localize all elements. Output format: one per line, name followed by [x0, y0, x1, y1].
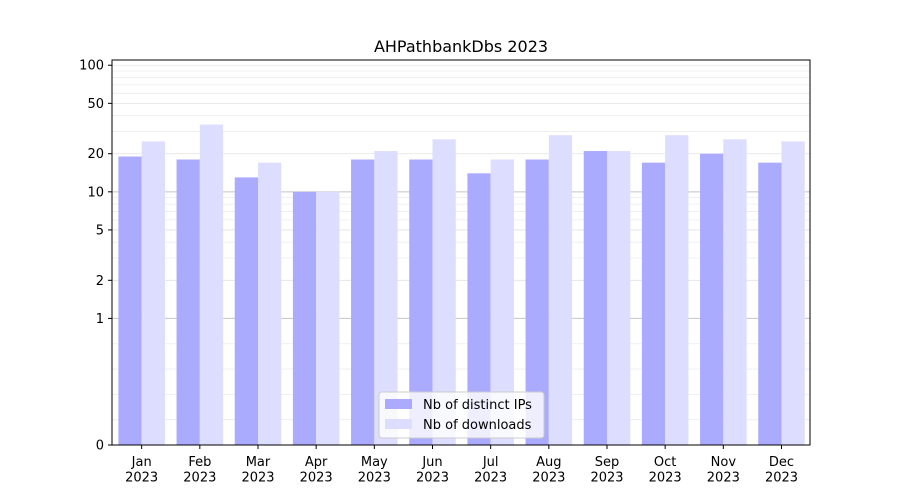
- plot-frame: [111, 59, 811, 446]
- x-tick-label: 2023: [649, 471, 682, 486]
- bar-distinct-ips: [583, 151, 607, 445]
- x-tick-label: 2023: [241, 471, 274, 486]
- bar-distinct-ips: [641, 162, 666, 445]
- y-tick-label: 2: [96, 274, 104, 289]
- chart-title: AHPathbankDbs 2023: [374, 37, 548, 56]
- y-tick-label: 20: [87, 147, 104, 162]
- bar-distinct-ips: [118, 156, 142, 446]
- bar-downloads: [141, 141, 165, 445]
- x-tick-label: 2023: [474, 471, 507, 486]
- x-tick-label: Dec: [769, 455, 794, 470]
- bar-downloads: [199, 124, 224, 445]
- bars: [118, 124, 805, 446]
- bar-distinct-ips: [351, 159, 375, 445]
- x-tick-label: 2023: [765, 471, 798, 486]
- bar-downloads: [374, 151, 398, 445]
- y-tick-label: 0: [96, 439, 104, 454]
- legend-swatch: [385, 419, 412, 429]
- bar-downloads: [316, 191, 340, 445]
- x-tick-label: Apr: [305, 455, 328, 470]
- x-tick-label: Jan: [131, 455, 152, 470]
- x-tick-label: 2023: [532, 471, 565, 486]
- x-tick-label: Feb: [188, 455, 211, 470]
- grid: [112, 64, 810, 421]
- y-tick-label: 100: [79, 59, 104, 74]
- bar-downloads: [606, 151, 631, 445]
- x-tick-label: 2023: [183, 471, 216, 486]
- y-tick-label: 5: [96, 223, 104, 238]
- bar-distinct-ips: [467, 173, 491, 445]
- legend-box: [378, 391, 545, 439]
- y-tick-label: 10: [87, 185, 104, 200]
- x-tick-label: 2023: [707, 471, 740, 486]
- x-tick-label: May: [361, 455, 388, 470]
- x-tick-label: Mar: [246, 455, 271, 470]
- x-tick-label: 2023: [590, 471, 623, 486]
- legend-swatch: [385, 399, 412, 409]
- bar-distinct-ips: [758, 162, 782, 445]
- bar-distinct-ips: [234, 177, 258, 446]
- x-tick-label: Nov: [711, 455, 737, 470]
- axes: [108, 59, 811, 449]
- bar-downloads: [257, 162, 282, 445]
- bar-distinct-ips: [176, 159, 200, 445]
- bar-distinct-ips: [409, 159, 433, 445]
- y-tick-label: 1: [96, 312, 104, 327]
- bar-downloads: [781, 141, 805, 445]
- bar-downloads: [723, 139, 747, 445]
- y-tick-label: 50: [87, 97, 104, 112]
- tick-labels: 0125102050100Jan2023Feb2023Mar2023Apr202…: [79, 59, 798, 486]
- x-tick-label: 2023: [358, 471, 391, 486]
- x-tick-label: Oct: [654, 455, 676, 470]
- bar-downloads: [548, 135, 573, 445]
- x-tick-label: 2023: [125, 471, 158, 486]
- x-tick-label: Jun: [421, 455, 442, 470]
- bar-distinct-ips: [292, 191, 317, 445]
- legend-label: Nb of distinct IPs: [423, 398, 532, 413]
- x-tick-label: 2023: [300, 471, 333, 486]
- bar-downloads: [490, 159, 514, 445]
- x-tick-label: Sep: [595, 455, 620, 470]
- x-tick-label: Jul: [482, 455, 499, 470]
- bar-downloads: [665, 135, 689, 445]
- legend-label: Nb of downloads: [423, 418, 532, 433]
- bar-downloads: [432, 139, 456, 445]
- x-tick-label: 2023: [416, 471, 449, 486]
- legend: Nb of distinct IPs Nb of downloads: [378, 391, 545, 439]
- bar-distinct-ips: [525, 159, 549, 445]
- x-tick-label: Aug: [536, 455, 561, 470]
- bar-distinct-ips: [700, 153, 724, 446]
